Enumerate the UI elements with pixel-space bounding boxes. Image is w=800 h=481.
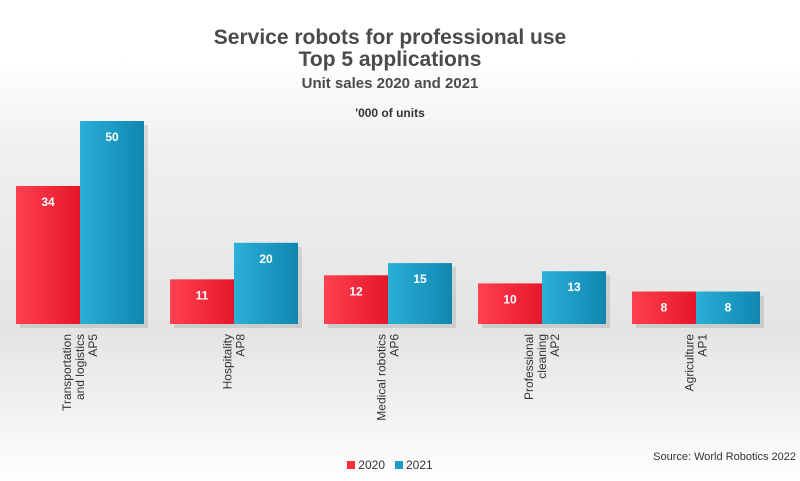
category-label-line: Hospitality [221, 334, 235, 389]
bar-2020-1 [170, 279, 234, 324]
bar-2021-3 [542, 271, 606, 324]
bar-2020-2 [324, 275, 388, 324]
bar-2021-4 [696, 291, 760, 324]
bar-2021-0 [80, 121, 144, 324]
category-label-line: Agriculture [683, 334, 697, 392]
data-label-2021-3: 13 [567, 280, 581, 294]
category-label-line: AP5 [86, 334, 100, 357]
category-label-1: Hospitality AP8 [221, 334, 248, 390]
y-axis-unit-label: '000 of units [355, 106, 425, 120]
category-label-0: Transportation and logistics AP5 [60, 334, 100, 411]
data-label-2021-2: 15 [413, 272, 427, 286]
chart-title-line-2: Top 5 applications [298, 48, 482, 71]
data-label-2020-1: 11 [196, 288, 209, 302]
bar-2020-0 [16, 185, 80, 324]
source-note: Source: World Robotics 2022 [653, 451, 796, 463]
data-label-2021-0: 50 [105, 130, 119, 144]
category-label-line: Transportation [60, 334, 74, 411]
bar-2021-2 [388, 263, 452, 324]
bar-2020-4 [632, 291, 696, 324]
data-label-2020-4: 8 [661, 301, 668, 315]
legend-label-2021: 2021 [406, 458, 433, 472]
data-label-2020-3: 10 [503, 292, 517, 306]
category-label-line: Professional [522, 334, 536, 400]
chart-subtitle: Unit sales 2020 and 2021 [301, 75, 479, 92]
category-label-line: AP8 [234, 334, 248, 357]
bar-2021-1 [234, 242, 298, 324]
category-label-line: Medical robotics [375, 334, 389, 421]
category-label-3: Professional cleaning AP2 [522, 334, 562, 400]
category-label-line: and logistics [73, 334, 87, 400]
data-label-2020-2: 12 [349, 284, 363, 298]
data-label-2021-4: 8 [725, 301, 732, 315]
data-label-2021-1: 20 [259, 252, 273, 266]
category-label-4: Agriculture AP1 [683, 334, 710, 392]
legend-swatch-2020 [347, 461, 356, 469]
category-label-line: AP6 [388, 334, 402, 357]
data-label-2020-0: 34 [41, 195, 55, 209]
category-label-line: cleaning [535, 334, 549, 379]
legend-label-2020: 2020 [358, 458, 385, 472]
legend: 2020 2021 [0, 458, 780, 472]
bar-2020-3 [478, 283, 542, 324]
legend-swatch-2021 [395, 461, 403, 469]
category-label-line: AP2 [548, 334, 562, 357]
legend-item-2020: 2020 [347, 458, 385, 472]
chart-title-line-1: Service robots for professional use [213, 26, 567, 49]
category-label-line: AP1 [696, 334, 710, 357]
category-label-2: Medical robotics AP6 [375, 334, 402, 421]
legend-item-2021: 2021 [395, 458, 433, 472]
